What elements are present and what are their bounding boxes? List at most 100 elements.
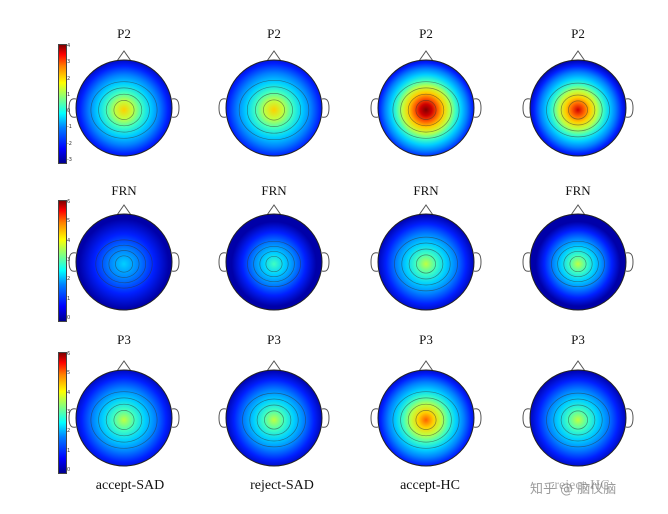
contour-line	[569, 255, 587, 273]
contour-line	[563, 250, 593, 278]
contour-line	[90, 391, 158, 449]
ear-outline	[473, 252, 482, 272]
ear-outline	[171, 98, 180, 118]
topomap-p2-1	[68, 50, 180, 157]
contour-line	[98, 87, 150, 133]
colorbar-tick: 4	[67, 389, 71, 396]
nose-outline	[116, 204, 132, 216]
watermark: 知乎 @ 脑仪脑	[530, 482, 617, 497]
contour-line	[256, 404, 292, 436]
contour-line	[551, 240, 605, 288]
ear-outline	[370, 98, 379, 118]
contour-line	[553, 88, 603, 132]
ear-outline	[522, 408, 531, 428]
colorbar-tick: 0	[67, 108, 71, 115]
ear-outline	[218, 98, 227, 118]
contour-line	[546, 82, 610, 138]
contour-line	[560, 94, 596, 126]
contour-line	[108, 250, 140, 278]
ear-outline	[625, 98, 634, 118]
ear-outline	[625, 252, 634, 272]
colorbar-tick: 2	[67, 276, 71, 283]
colorbar-tick: 6	[67, 351, 71, 357]
nose-outline	[418, 360, 434, 372]
head-outline	[75, 59, 173, 157]
colorbar-tick: 1	[67, 447, 71, 454]
contour-line	[247, 240, 301, 288]
ear-outline	[321, 98, 330, 118]
ear-outline	[625, 408, 634, 428]
ear-outline	[473, 408, 482, 428]
head-outline	[529, 213, 627, 311]
ear-outline	[171, 252, 180, 272]
ear-outline	[370, 252, 379, 272]
contour-line	[400, 87, 452, 133]
row-title-frn-col1: FRN	[111, 183, 137, 198]
contour-line	[392, 81, 460, 139]
nose-outline	[570, 204, 586, 216]
head-outline	[75, 213, 173, 311]
head-outline	[529, 369, 627, 467]
ear-outline	[321, 252, 330, 272]
contour-line	[102, 244, 146, 284]
colorbar-tick: 1	[67, 91, 71, 98]
contour-line	[113, 410, 135, 430]
contour-line	[249, 398, 299, 442]
head-outline	[75, 369, 173, 467]
contour-line	[242, 392, 306, 448]
topomap-p3-1	[68, 360, 180, 467]
colorbar-frn	[58, 200, 67, 322]
head-outline	[225, 369, 323, 467]
topomap-frn-4	[522, 204, 634, 311]
ear-outline	[171, 408, 180, 428]
contour-line	[416, 254, 436, 274]
colorbar-tick: -3	[67, 157, 72, 163]
contour-line	[560, 404, 596, 436]
ear-outline	[68, 252, 77, 272]
row-title-p3-col3: P3	[419, 332, 433, 347]
nose-outline	[266, 50, 282, 62]
colorbar-tick: 1	[67, 295, 71, 302]
column-label-reject-hc: reject-HC	[554, 478, 610, 493]
ear-outline	[68, 408, 77, 428]
contour-line	[408, 248, 444, 280]
ear-outline	[218, 252, 227, 272]
ear-outline	[473, 98, 482, 118]
ear-outline	[68, 98, 77, 118]
colorbar-p3	[58, 352, 67, 474]
nose-outline	[418, 50, 434, 62]
topomap-frn-3	[370, 204, 482, 311]
contour-line	[259, 250, 289, 278]
nose-outline	[116, 50, 132, 62]
head-outline	[377, 369, 475, 467]
colorbar-tick: 2	[67, 428, 71, 435]
row-title-frn-col3: FRN	[413, 183, 439, 198]
topomap-frn-1	[68, 204, 180, 311]
contour-line	[113, 100, 135, 120]
contour-line	[115, 255, 133, 273]
contour-line	[557, 245, 599, 283]
contour-line	[392, 391, 460, 449]
contour-line	[407, 403, 445, 437]
row-title-p3-col4: P3	[571, 332, 585, 347]
head-outline	[377, 213, 475, 311]
colorbar-tick: 5	[67, 218, 71, 225]
colorbar-tick: 4	[67, 237, 71, 244]
contour-line	[415, 100, 437, 120]
contour-line	[265, 255, 283, 273]
nose-outline	[116, 360, 132, 372]
nose-outline	[266, 360, 282, 372]
ear-outline	[218, 408, 227, 428]
contour-line	[238, 79, 310, 141]
contour-line	[400, 397, 452, 443]
row-title-p2-col3: P2	[419, 26, 433, 41]
colorbar-tick: 4	[67, 43, 71, 49]
ear-outline	[522, 252, 531, 272]
row-title-p2-col2: P2	[267, 26, 281, 41]
contour-line	[246, 86, 302, 134]
column-label-reject-sad: reject-SAD	[250, 478, 314, 493]
contour-line	[95, 239, 153, 289]
contour-line	[546, 392, 610, 448]
contour-line	[553, 398, 603, 442]
colorbar-p2	[58, 44, 67, 164]
